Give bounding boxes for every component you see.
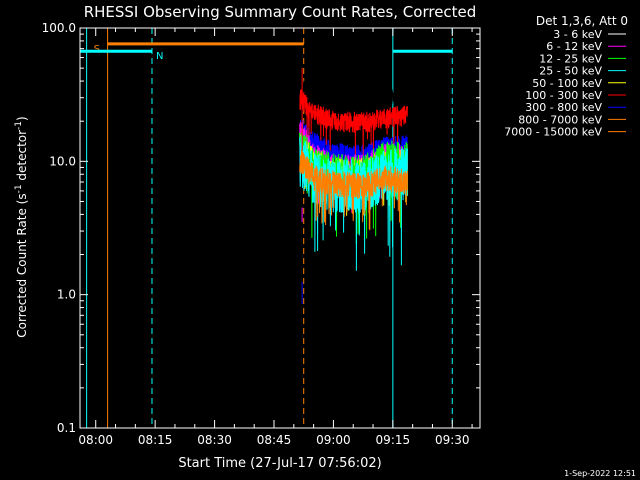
flag-label-s: S <box>94 44 100 55</box>
plot-frame <box>79 27 481 429</box>
y-axis-label-sup-2: -1 <box>14 121 24 130</box>
legend-label: 6 - 12 keV <box>546 40 602 53</box>
x-tick-label: 08:30 <box>197 433 232 447</box>
legend-header: Det 1,3,6, Att 0 <box>536 14 628 28</box>
legend-label: 50 - 100 keV <box>532 77 602 90</box>
x-tick-label: 08:45 <box>257 433 292 447</box>
series-line-100-300-kev <box>299 89 408 157</box>
legend-label: 3 - 6 keV <box>553 28 602 41</box>
x-tick-label: 09:00 <box>316 433 351 447</box>
y-tick-label: 0.1 <box>57 421 76 435</box>
y-tick-label: 10.0 <box>49 154 76 168</box>
flag-label-n: N <box>156 51 163 62</box>
legend-label: 12 - 25 keV <box>539 52 602 65</box>
y-tick-label: 1.0 <box>57 288 76 302</box>
legend-label: 800 - 7000 keV <box>518 113 602 126</box>
legend-label: 300 - 800 keV <box>525 101 602 114</box>
y-axis-label-sup-1: -1 <box>14 184 24 193</box>
x-tick-label: 08:15 <box>138 433 173 447</box>
y-axis-label-part-3: ) <box>15 116 29 121</box>
legend-label: 25 - 50 keV <box>539 65 602 78</box>
x-tick-label: 08:00 <box>78 433 113 447</box>
y-axis-label: Corrected Count Rate (s-1 detector-1) <box>14 116 29 337</box>
legend-label: 7000 - 15000 keV <box>504 126 602 139</box>
legend-label: 100 - 300 keV <box>525 89 602 102</box>
series-line-800-7000-kev <box>299 149 408 231</box>
y-axis-label-part-1: Corrected Count Rate (s <box>15 193 29 337</box>
y-tick-label: 100.0 <box>42 21 76 35</box>
y-axis-label-part-2: detector <box>15 130 29 185</box>
plot-layer: S N 0.1 1.0 10.0 100.0 08:00 08:15 08:30 08:45 09:… <box>42 21 481 447</box>
x-tick-label: 09:30 <box>435 433 470 447</box>
generated-timestamp: 1-Sep-2022 12:51 <box>564 469 636 478</box>
x-tick-label: 09:15 <box>376 433 411 447</box>
series-line-3-6-kev <box>299 79 408 126</box>
x-axis-label: Start Time (27-Jul-17 07:56:02) <box>178 456 381 471</box>
chart-title: RHESSI Observing Summary Count Rates, Co… <box>84 3 477 21</box>
